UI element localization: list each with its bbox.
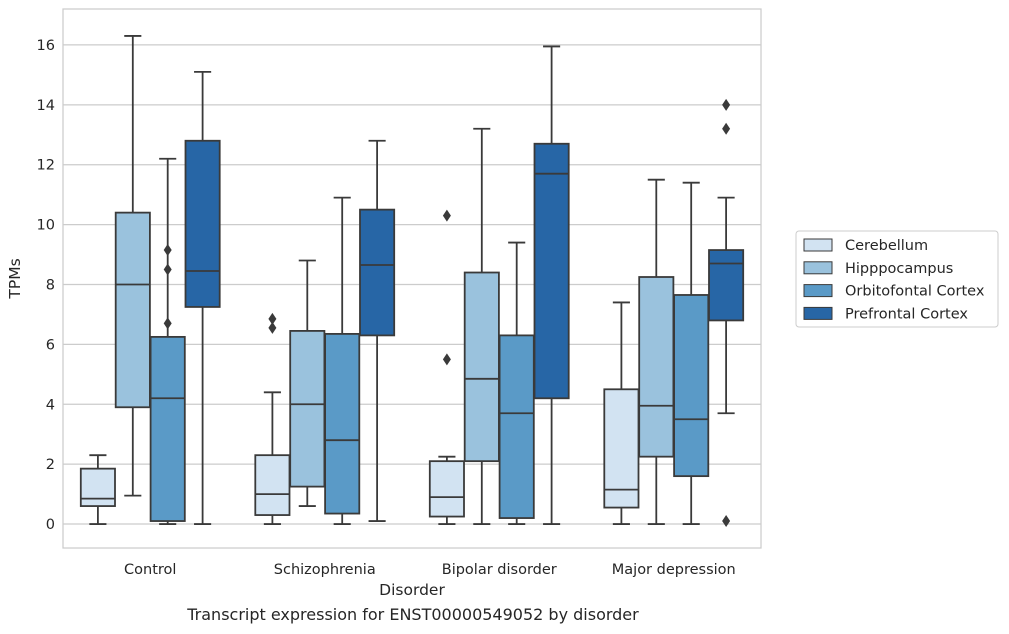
- box-body: [184, 139, 221, 308]
- chart-caption: Transcript expression for ENST0000054905…: [187, 605, 639, 624]
- legend-swatch: [803, 261, 833, 275]
- outlier-marker: [268, 312, 277, 325]
- y-axis-ticks: 0 2 4 6 8 10 12 14 16: [37, 38, 55, 533]
- box-body: [463, 271, 500, 463]
- y-tick-label: 4: [46, 397, 55, 413]
- box-plot-box: [603, 301, 640, 525]
- outlier-marker: [163, 263, 172, 276]
- y-axis-title: TPMs: [6, 258, 24, 299]
- x-axis-ticks: Control Schizophrenia Bipolar disorder Majo…: [124, 562, 736, 578]
- box-body: [359, 208, 396, 337]
- outlier-marker: [163, 244, 172, 257]
- box-plot-box: [324, 196, 361, 525]
- box-plot-box: [79, 454, 116, 525]
- x-tick-label: Major depression: [612, 562, 736, 578]
- y-tick-label: 8: [46, 277, 55, 293]
- box-plot-box: [359, 139, 396, 522]
- box-plot-box: [708, 98, 745, 528]
- box-plot-box: [498, 241, 535, 525]
- outlier-marker: [722, 98, 731, 111]
- x-tick-label: Schizophrenia: [274, 562, 376, 578]
- legend-swatch: [803, 306, 833, 320]
- y-tick-label: 0: [46, 517, 55, 533]
- box-body: [149, 335, 186, 522]
- outlier-marker: [442, 353, 451, 366]
- box-plot-box: [428, 209, 465, 525]
- x-tick-label: Bipolar disorder: [442, 562, 557, 578]
- x-axis-title: Disorder: [379, 581, 445, 599]
- legend-label: Orbitofontal Cortex: [845, 284, 985, 300]
- box-body: [638, 276, 675, 458]
- y-tick-label: 12: [37, 158, 55, 174]
- outlier-marker: [163, 317, 172, 330]
- legend-swatch: [803, 284, 833, 298]
- y-tick-label: 2: [46, 457, 55, 473]
- box-plot-box: [149, 157, 186, 525]
- outlier-marker: [442, 209, 451, 222]
- legend-frame: [795, 230, 999, 328]
- legend-label: Cerebellum: [845, 238, 928, 254]
- box-body: [533, 142, 570, 400]
- box-plot-box: [184, 70, 221, 525]
- box-body: [708, 249, 745, 322]
- y-tick-label: 14: [37, 98, 55, 114]
- box-plot-box: [114, 35, 151, 497]
- legend: Cerebellum Hipppocampus Orbitofontal Corte…: [795, 230, 999, 328]
- box-plot-boxes: [79, 35, 745, 528]
- box-body: [254, 454, 291, 516]
- legend-swatch: [803, 238, 833, 252]
- box-body: [79, 467, 116, 507]
- box-plot-box: [463, 127, 500, 525]
- box-body: [114, 211, 151, 409]
- plot-frame: [62, 8, 762, 549]
- box-plot-box: [673, 181, 710, 525]
- box-body: [673, 294, 710, 478]
- box-body: [498, 334, 535, 519]
- box-plot-box: [254, 312, 291, 525]
- y-tick-label: 10: [37, 218, 55, 234]
- box-plot-box: [638, 178, 675, 525]
- outlier-marker: [268, 321, 277, 334]
- box-body: [603, 388, 640, 509]
- box-plot-box: [289, 259, 326, 507]
- box-body: [324, 332, 361, 515]
- x-tick-label: Control: [124, 562, 176, 578]
- y-tick-label: 6: [46, 337, 55, 353]
- box-body: [289, 330, 326, 488]
- y-tick-label: 16: [37, 38, 55, 54]
- box-body: [428, 460, 465, 518]
- outlier-marker: [722, 515, 731, 528]
- outlier-marker: [722, 122, 731, 135]
- box-plot-box: [533, 45, 570, 525]
- legend-label: Prefrontal Cortex: [845, 306, 968, 322]
- legend-label: Hipppocampus: [845, 261, 953, 277]
